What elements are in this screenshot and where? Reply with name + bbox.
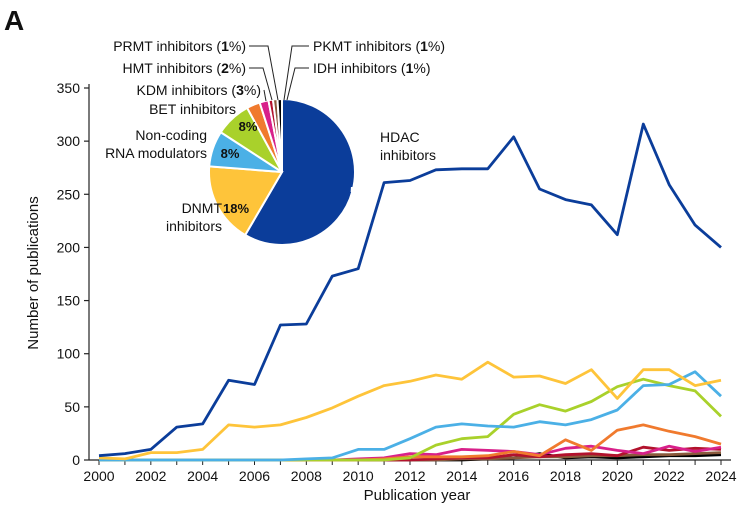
pie-label-idh: IDH inhibitors (1%) (313, 60, 431, 76)
leader-line-kdm (263, 89, 267, 102)
pie-label-hdac-line2: inhibitors (380, 147, 436, 163)
panel-label: A (4, 5, 24, 36)
pie-slice (243, 97, 356, 246)
x-tick-label: 2010 (343, 468, 374, 484)
x-tick-label: 2000 (83, 468, 114, 484)
series-line (99, 377, 722, 462)
y-tick-label: 150 (57, 293, 81, 309)
pie-label-prmt: PRMT inhibitors (1%) (113, 38, 246, 54)
pie-slice-percent: 8% (239, 119, 258, 134)
x-tick-label: 2006 (239, 468, 270, 484)
x-tick-label: 2008 (291, 468, 322, 484)
y-axis-title: Number of publications (25, 196, 42, 349)
pie-label-ncrna-line1: Non-coding (135, 127, 207, 143)
x-tick-label: 2012 (394, 468, 425, 484)
pie-slice (208, 165, 284, 237)
y-tick-label: 350 (57, 80, 81, 96)
x-tick-label: 2024 (705, 468, 736, 484)
y-tick-label: 250 (57, 186, 81, 202)
y-tick-label: 300 (57, 133, 81, 149)
pie-labels: HDAC inhibitors DNMT inhibitors Non-codi… (105, 38, 445, 234)
pie-label-pkmt: PKMT inhibitors (1%) (313, 38, 445, 54)
pie-leader-lines (249, 45, 309, 102)
leader-line-idh (286, 67, 309, 101)
series-line (98, 122, 722, 458)
x-tick-label: 2014 (446, 468, 477, 484)
pie-label-dnmt-line1: DNMT (182, 200, 223, 216)
pie-label-hdac-line1: HDAC (380, 129, 420, 145)
series-line (98, 360, 722, 461)
x-tick-label: 2022 (654, 468, 685, 484)
x-tick-label: 2020 (602, 468, 633, 484)
leader-line-pkmt (283, 45, 309, 101)
pie-chart: 59% 18% 8% 8% (208, 97, 376, 246)
axes: 0 50 100 150 200 250 300 350 2000 2002 2004 2006 200… (57, 80, 737, 484)
y-tick-label: 100 (57, 346, 81, 362)
x-tick-label: 2018 (550, 468, 581, 484)
x-axis-title: Publication year (364, 487, 471, 504)
pie-label-ncrna-line2: RNA modulators (105, 145, 207, 161)
leader-line-hmt (249, 67, 273, 101)
pie-slice-percent: 18% (223, 201, 249, 216)
pie-label-hmt: HMT inhibitors (2%) (123, 60, 246, 76)
pie-slice-percent: 59% (350, 184, 376, 199)
pie-label-kdm: KDM inhibitors (3%) (136, 82, 261, 98)
pie-label-dnmt-line2: inhibitors (166, 218, 222, 234)
x-tick-label: 2004 (187, 468, 218, 484)
x-tick-label: 2002 (135, 468, 166, 484)
line-series (98, 122, 722, 462)
series-line (99, 370, 722, 462)
y-tick-label: 200 (57, 239, 81, 255)
leader-line-prmt (249, 45, 279, 101)
y-tick-label: 50 (64, 399, 80, 415)
y-tick-label: 0 (72, 452, 80, 468)
pie-slice-percent: 8% (221, 146, 240, 161)
x-tick-label: 2016 (498, 468, 529, 484)
pie-label-bet: BET inhibitors (149, 101, 236, 117)
